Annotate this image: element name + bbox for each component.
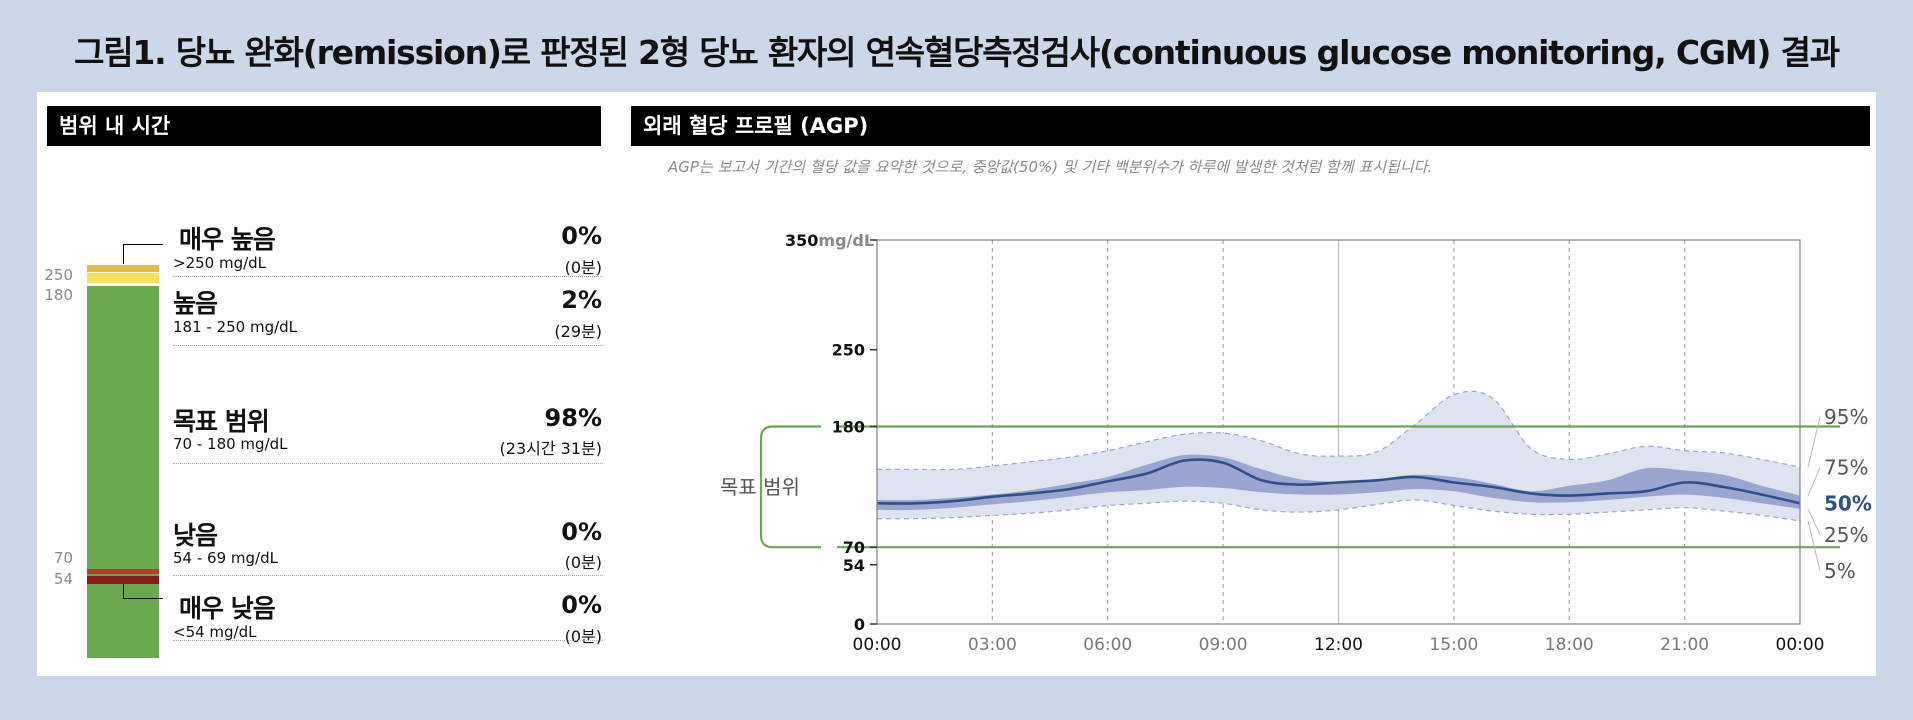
cat-very-high-name: 매우 높음 — [179, 225, 276, 254]
target-range-label: 목표 범위 — [720, 475, 800, 499]
y-tick-label: 54 — [843, 556, 865, 575]
cat-very-low-duration: (0분) — [564, 627, 602, 646]
y-tick-label: 0 — [854, 615, 865, 634]
legend-label-50pct: 50% — [1824, 491, 1872, 515]
very-high-connector — [123, 244, 124, 264]
tir-tick-250: 250 — [44, 266, 73, 284]
plot-frame — [876, 239, 1801, 625]
cat-target-percent: 98% — [544, 404, 602, 432]
cat-very-low-percent: 0% — [561, 591, 602, 619]
tir-tick-54: 54 — [53, 570, 73, 588]
cat-target-duration: (23시간 31분) — [499, 439, 602, 458]
legend-connector — [1807, 467, 1821, 496]
cat-low-name: 낮음 — [173, 521, 218, 550]
x-tick-label: 15:00 — [1429, 635, 1478, 655]
row-divider — [173, 463, 603, 464]
row-divider — [173, 640, 603, 641]
line-5 — [876, 499, 1801, 522]
tir-bar-high — [87, 273, 159, 283]
x-tick-label: 21:00 — [1660, 635, 1709, 655]
tir-header: 범위 내 시간 — [47, 106, 601, 146]
cat-high-percent: 2% — [561, 286, 602, 314]
legend-label-95pct: 95% — [1824, 405, 1868, 429]
cat-low-percent: 0% — [561, 518, 602, 546]
very-low-connector-h — [123, 598, 163, 599]
legend-label-5pct: 5% — [1824, 559, 1856, 583]
cat-very-low-name: 매우 낮음 — [179, 594, 276, 623]
tir-bar-very-high — [87, 265, 159, 272]
y-unit-label: mg/dL — [818, 231, 874, 250]
tir-bar-very-low — [87, 576, 159, 584]
cat-low-duration: (0분) — [564, 553, 602, 572]
legend-connector — [1807, 520, 1821, 571]
x-tick-label: 00:00 — [1776, 635, 1825, 655]
cat-very-high-range: >250 mg/dL — [173, 254, 267, 272]
cat-high-duration: (29분) — [554, 322, 602, 341]
x-tick-label: 18:00 — [1545, 635, 1594, 655]
agp-header: 외래 혈당 프로필 (AGP) — [631, 106, 1870, 146]
tir-bar-low — [87, 569, 159, 574]
row-divider — [173, 345, 603, 346]
y-tick-label: 350mg/dL — [785, 231, 874, 250]
legend-connector — [1807, 416, 1821, 468]
cat-high-range: 181 - 250 mg/dL — [173, 318, 298, 336]
y-tick-label: 70 — [843, 538, 865, 557]
legend-label-75pct: 75% — [1824, 456, 1868, 480]
x-tick-label: 06:00 — [1083, 635, 1132, 655]
median-line — [876, 458, 1801, 505]
tir-tick-70: 70 — [53, 549, 73, 567]
x-tick-label: 09:00 — [1199, 635, 1248, 655]
cat-target-name: 목표 범위 — [173, 407, 270, 436]
row-divider — [173, 575, 603, 576]
legend-connector — [1807, 508, 1821, 536]
very-low-connector — [123, 584, 124, 598]
cat-very-high-duration: (0분) — [564, 258, 602, 277]
y-tick-label: 250 — [832, 341, 865, 360]
cat-very-high-percent: 0% — [561, 222, 602, 250]
x-tick-label: 12:00 — [1314, 635, 1363, 655]
y-tick-label: 180 — [832, 418, 865, 437]
legend-label-25pct: 25% — [1824, 523, 1868, 547]
cat-target-range: 70 - 180 mg/dL — [173, 435, 288, 453]
report-panel: 범위 내 시간 외래 혈당 프로필 (AGP) AGP는 보고서 기간의 혈당 … — [37, 92, 1876, 676]
x-tick-label: 03:00 — [968, 635, 1017, 655]
tir-tick-180: 180 — [44, 286, 73, 304]
very-high-connector-h — [123, 244, 163, 245]
row-divider — [173, 276, 603, 277]
cat-high-name: 높음 — [173, 289, 218, 318]
x-tick-label: 00:00 — [853, 635, 902, 655]
cat-very-low-range: <54 mg/dL — [173, 623, 257, 641]
cat-low-range: 54 - 69 mg/dL — [173, 549, 278, 567]
agp-note: AGP는 보고서 기간의 혈당 값을 요약한 것으로, 중앙값(50%) 및 기… — [668, 158, 1433, 176]
figure-title: 그림1. 당뇨 완화(remission)로 판정된 2형 당뇨 환자의 연속혈… — [74, 33, 1840, 72]
line-95 — [877, 390, 1801, 471]
target-bracket — [759, 425, 821, 549]
